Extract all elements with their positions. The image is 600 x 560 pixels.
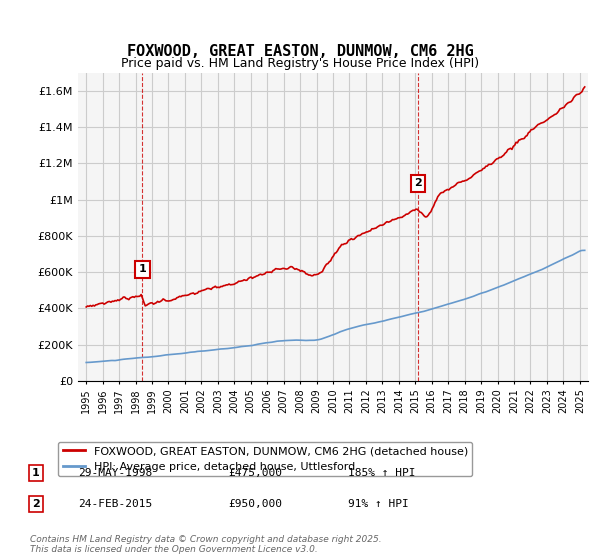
Text: £475,000: £475,000	[228, 468, 282, 478]
Text: 2: 2	[32, 499, 40, 509]
Legend: FOXWOOD, GREAT EASTON, DUNMOW, CM6 2HG (detached house), HPI: Average price, det: FOXWOOD, GREAT EASTON, DUNMOW, CM6 2HG (…	[58, 442, 472, 476]
Text: 91% ↑ HPI: 91% ↑ HPI	[348, 499, 409, 509]
Text: 2: 2	[414, 178, 422, 188]
Text: 29-MAY-1998: 29-MAY-1998	[78, 468, 152, 478]
Text: 24-FEB-2015: 24-FEB-2015	[78, 499, 152, 509]
Text: Price paid vs. HM Land Registry's House Price Index (HPI): Price paid vs. HM Land Registry's House …	[121, 57, 479, 70]
Text: FOXWOOD, GREAT EASTON, DUNMOW, CM6 2HG: FOXWOOD, GREAT EASTON, DUNMOW, CM6 2HG	[127, 44, 473, 59]
Text: £950,000: £950,000	[228, 499, 282, 509]
Text: 1: 1	[32, 468, 40, 478]
Text: 185% ↑ HPI: 185% ↑ HPI	[348, 468, 415, 478]
Text: Contains HM Land Registry data © Crown copyright and database right 2025.
This d: Contains HM Land Registry data © Crown c…	[30, 535, 382, 554]
Text: 1: 1	[139, 264, 146, 274]
